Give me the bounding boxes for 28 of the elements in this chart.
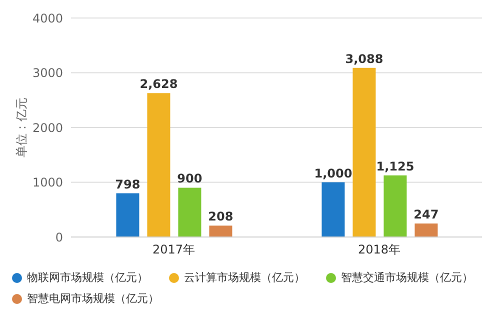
bar [209, 226, 232, 237]
bar [414, 223, 438, 237]
bar [147, 93, 170, 237]
data-label: 798 [115, 177, 140, 192]
bar [116, 193, 140, 237]
data-label: 2,628 [140, 77, 178, 92]
y-tick-label: 1000 [32, 176, 63, 190]
y-axis-title: 单位：亿元 [14, 98, 28, 158]
legend-label: 智慧电网市场规模（亿元） [27, 291, 159, 306]
bar [352, 68, 376, 237]
y-tick-label: 2000 [32, 120, 63, 135]
legend-label: 智慧交通市场规模（亿元） [341, 270, 474, 285]
data-label: 900 [177, 172, 202, 186]
data-label: 1,000 [314, 166, 352, 180]
bar [384, 175, 407, 237]
legend-label: 物联网市场规模（亿元） [27, 270, 148, 285]
data-label: 1,125 [376, 159, 414, 174]
bar [178, 188, 202, 237]
y-tick-label: 4000 [32, 11, 63, 26]
data-label: 3,088 [345, 52, 384, 66]
y-tick-label: 0 [55, 230, 63, 244]
x-tick-label: 2018年 [358, 242, 401, 257]
x-tick-label: 2017年 [152, 242, 196, 257]
bar [322, 182, 345, 237]
data-label: 208 [208, 210, 234, 224]
y-tick-label: 3000 [32, 66, 63, 80]
data-label: 247 [414, 207, 439, 222]
legend-label: 云计算市场规模（亿元） [184, 270, 306, 285]
